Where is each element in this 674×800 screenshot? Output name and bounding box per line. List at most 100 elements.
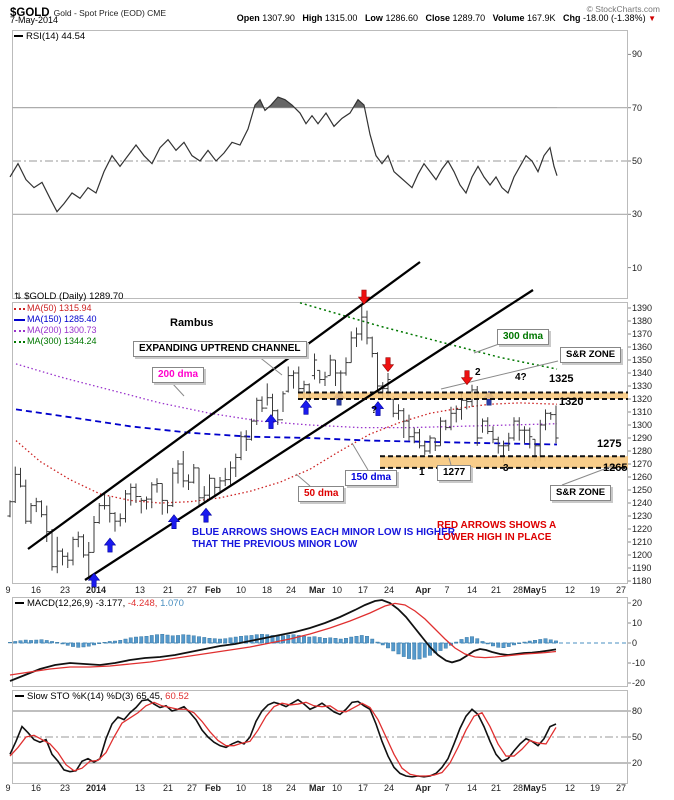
macd-hist-bar <box>333 638 338 644</box>
macd-hist-bar <box>165 634 170 644</box>
ohlc-bar <box>7 500 13 518</box>
macd-hist-bar <box>176 635 180 644</box>
macd-hist-bar <box>454 641 459 644</box>
macd-legend: MACD(12,26,9) -3.177, -4.248, 1.070 <box>15 598 184 609</box>
ma150-callout: 150 dma <box>345 470 398 486</box>
macd-hist-bar <box>312 636 317 644</box>
touch-num-2: 2 <box>475 367 481 378</box>
ohlc-bar <box>164 499 171 514</box>
copyright: © StockCharts.com <box>586 4 660 14</box>
ohlc-bar <box>495 436 501 454</box>
ohlc-bar <box>353 327 360 347</box>
macd-hist-value: 1.070 <box>160 598 184 609</box>
ohlc-bar <box>112 512 118 532</box>
rsi-line <box>9 96 558 213</box>
ohlc-bar <box>411 427 417 444</box>
ohlc-bar <box>369 336 375 358</box>
rsi-line-icon <box>14 35 23 38</box>
ohlc-bar <box>12 466 18 503</box>
macd-hist-bar <box>97 642 102 645</box>
ohlc-bar <box>122 490 129 523</box>
ma-line-ma300 <box>299 302 558 370</box>
ohlc-bar <box>311 353 318 380</box>
ma-legend-label: MA(200) 1300.73 <box>27 325 97 335</box>
low-value: 1286.60 <box>385 13 418 23</box>
macd-hist-bar <box>170 635 175 644</box>
ohlc-bar <box>17 467 24 488</box>
blue-up-arrow <box>264 414 278 429</box>
macd-hist-bar <box>422 642 427 658</box>
macd-hist-bar <box>191 635 196 644</box>
price-legend: ⇅ $GOLD (Daily) 1289.70 <box>14 291 123 302</box>
ohlc-bar <box>101 492 108 510</box>
ohlc-bar <box>479 418 486 439</box>
macd-hist-bar <box>543 638 548 644</box>
panel-border-0 <box>12 30 628 299</box>
ohlc-bar <box>427 435 433 454</box>
macd-hist-bar <box>370 638 375 644</box>
ohlc-bar <box>553 405 559 444</box>
chart-date: 7-May-2014 <box>10 15 59 25</box>
ohlc-bar <box>149 482 155 509</box>
ohlc-bar <box>506 432 512 451</box>
ohlc-bar <box>133 483 139 503</box>
ma-line-ma150 <box>15 408 558 446</box>
macd-hist-bar <box>317 637 322 644</box>
ohlc-bar <box>338 370 344 392</box>
channel-callout: EXPANDING UPTREND CHANNEL <box>133 341 307 357</box>
macd-hist-bar <box>228 637 233 644</box>
macd-hist-bar <box>113 640 117 644</box>
ohlc-bar <box>191 464 197 484</box>
macd-hist-bar <box>512 642 516 646</box>
panel-border-2 <box>12 597 628 687</box>
macd-hist-bar <box>459 639 464 644</box>
ohlc-bar <box>259 396 265 412</box>
macd-hist-bar <box>244 635 249 644</box>
ohlc-bar <box>264 383 270 409</box>
ticker-symbol: $GOLD <box>10 7 50 19</box>
macd-hist-bar <box>496 642 501 648</box>
ma-swatch-icon <box>14 318 25 321</box>
sto-d-line <box>9 701 557 777</box>
macd-hist-bar <box>218 638 222 644</box>
panel-border-3 <box>12 690 628 784</box>
macd-hist-bar <box>302 636 306 644</box>
macd-hist-bar <box>233 636 238 644</box>
ohlc-bar <box>359 305 365 341</box>
ma-legend-label: MA(50) 1315.94 <box>27 303 92 313</box>
ma-legend-item-0: MA(50) 1315.94 <box>14 303 92 313</box>
ohlc-bar <box>201 486 207 503</box>
macd-hist-bar <box>44 640 49 644</box>
macd-hist-bar <box>401 642 406 657</box>
red-note-line1: RED ARROWS SHOWS A <box>437 520 557 531</box>
callout-leader <box>440 360 559 390</box>
macd-hist-bar <box>380 642 385 646</box>
zone-price-1320: 1320 <box>559 396 584 408</box>
chg-value: -18.00 (-1.38%) <box>583 13 646 23</box>
ohlc-bar <box>332 359 339 386</box>
blue-arrows-note: BLUE ARROWS SHOWS EACH MINOR LOW IS HIGH… <box>192 527 455 551</box>
macd-hist-bar <box>527 640 532 644</box>
macd-hist-bar <box>202 637 207 644</box>
ohlc-bar <box>222 467 228 487</box>
ma-legend-label: MA(150) 1285.40 <box>27 314 97 324</box>
macd-hist-bar <box>438 642 443 651</box>
chg-down-icon: ▼ <box>648 14 656 23</box>
ohlc-bar <box>196 467 202 506</box>
ohlc-bar <box>322 371 328 386</box>
macd-hist-bar <box>223 638 228 644</box>
macd-hist-bar <box>323 638 327 644</box>
sto-k-line <box>9 698 557 778</box>
macd-signal-line <box>9 602 557 676</box>
ohlc-bar <box>537 419 543 462</box>
ohlc-bar <box>422 440 428 455</box>
ohlc-bar <box>33 497 39 513</box>
macd-hist-bar <box>281 635 285 644</box>
ohlc-bar <box>485 417 491 435</box>
macd-hist-bar <box>407 642 411 659</box>
macd-hist-bar <box>501 642 506 649</box>
ohlc-bar <box>317 369 323 384</box>
ohlc-bar <box>275 409 281 425</box>
macd-hist-bar <box>212 638 217 644</box>
ohlc-bar <box>542 409 549 431</box>
